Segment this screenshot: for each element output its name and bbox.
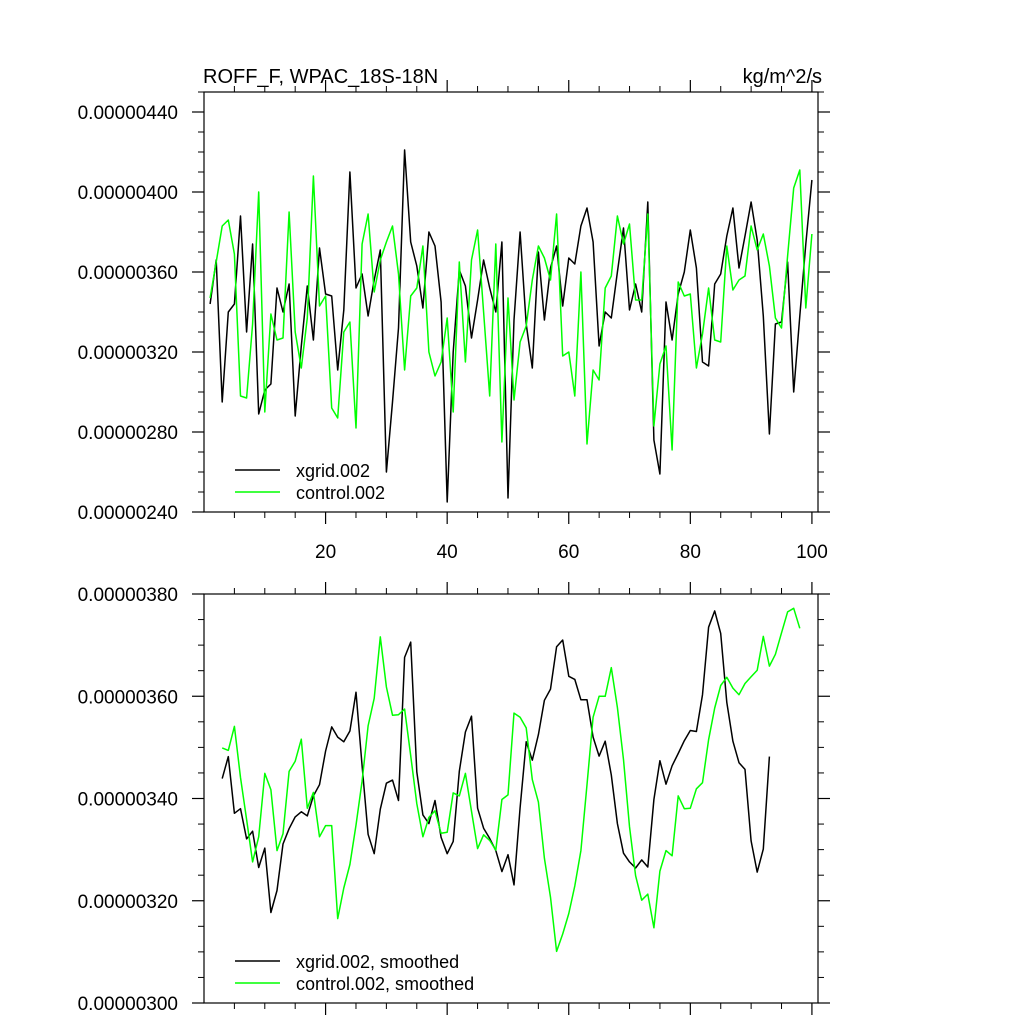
y-tick-label: 0.00000300: [78, 994, 178, 1015]
y-tick-label: 0.00000340: [78, 790, 178, 811]
x-tick-label: 60: [558, 542, 579, 563]
series-line-xgrid-002: [209, 149, 813, 503]
x-axis-tick-labels: 20 40 60 80 100: [315, 542, 828, 563]
series-line-xgrid-002-smoothed: [221, 610, 771, 914]
x-tick-label: 20: [315, 542, 336, 563]
x-tick-label: 40: [437, 542, 458, 563]
legend-label-xgrid-smoothed: xgrid.002, smoothed: [296, 952, 459, 972]
data-series: [221, 607, 801, 953]
units-label: kg/m^2/s: [743, 66, 822, 88]
y-tick-label: 0.00000360: [78, 687, 178, 708]
top-panel: ROFF_F, WPAC_18S-18N kg/m^2/s 0.00000240…: [78, 66, 830, 563]
minor-ticks: [198, 86, 824, 518]
y-tick-label: 0.00000280: [78, 423, 178, 444]
y-tick-label: 0.00000320: [78, 343, 178, 364]
x-tick-label: 80: [680, 542, 701, 563]
legend-label-xgrid: xgrid.002: [296, 461, 370, 481]
legend: xgrid.002 control.002: [235, 461, 385, 503]
plot-frame: [203, 593, 819, 1004]
y-tick-label: 0.00000240: [78, 503, 178, 524]
series-line-control-002: [209, 169, 813, 451]
chart-title: ROFF_F, WPAC_18S-18N: [203, 66, 438, 88]
x-tick-label: 100: [796, 542, 828, 563]
legend-label-control: control.002: [296, 483, 385, 503]
series-line-control-002-smoothed: [221, 607, 801, 953]
y-tick-label: 0.00000400: [78, 183, 178, 204]
y-tick-label: 0.00000320: [78, 892, 178, 913]
plot-frame: [203, 91, 819, 513]
major-ticks: [192, 80, 830, 524]
data-series: [209, 149, 813, 503]
y-tick-label: 0.00000360: [78, 263, 178, 284]
y-tick-label: 0.00000440: [78, 103, 178, 124]
major-ticks: [192, 582, 830, 1015]
y-axis-tick-labels: 0.00000300 0.00000320 0.00000340 0.00000360…: [78, 585, 178, 1015]
bottom-panel: 0.00000300 0.00000320 0.00000340 0.00000360…: [78, 582, 830, 1015]
legend-label-control-smoothed: control.002, smoothed: [296, 974, 474, 994]
y-axis-tick-labels: 0.00000240 0.00000280 0.00000320 0.00000360…: [78, 103, 178, 524]
legend: xgrid.002, smoothed control.002, smoothe…: [235, 952, 474, 994]
minor-ticks: [198, 588, 824, 1009]
y-tick-label: 0.00000380: [78, 585, 178, 606]
